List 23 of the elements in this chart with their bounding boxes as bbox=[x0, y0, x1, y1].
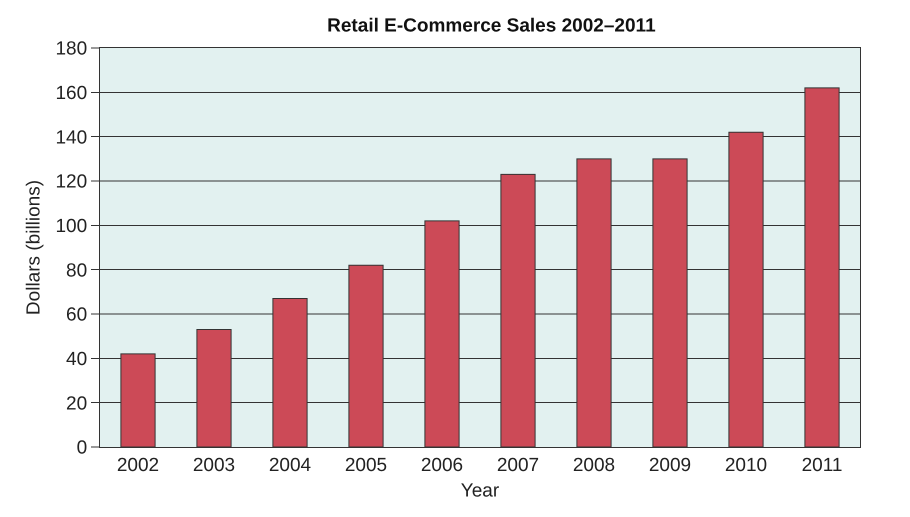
y-tick-label: 100 bbox=[55, 216, 88, 237]
x-tick-label: 2011 bbox=[802, 454, 842, 476]
y-axis-title: Dollars (billions) bbox=[23, 180, 44, 316]
y-tick-label: 80 bbox=[66, 260, 88, 282]
x-tick-label: 2005 bbox=[344, 454, 388, 476]
y-tick-label: 40 bbox=[66, 348, 88, 370]
y-tick-label: 180 bbox=[55, 38, 88, 60]
x-tick-label: 2002 bbox=[116, 454, 160, 476]
y-tick-label: 0 bbox=[76, 438, 88, 459]
x-tick-label: 2003 bbox=[192, 454, 236, 476]
y-tick-label: 60 bbox=[66, 304, 88, 326]
y-tick-label: 160 bbox=[55, 82, 88, 104]
y-tick-label: 120 bbox=[55, 172, 88, 193]
x-axis-title: Year bbox=[460, 480, 500, 502]
x-tick-label: 2004 bbox=[268, 454, 312, 476]
x-tick-label: 2007 bbox=[496, 454, 540, 476]
y-tick-label: 140 bbox=[55, 127, 88, 148]
x-tick-label: 2010 bbox=[724, 454, 768, 476]
x-tick-label: 2008 bbox=[572, 454, 616, 476]
x-tick-label: 2009 bbox=[648, 454, 692, 476]
chart-title: Retail E-Commerce Sales 2002–2011 bbox=[327, 15, 656, 36]
y-tick-label: 20 bbox=[66, 393, 88, 414]
x-tick-label: 2006 bbox=[420, 454, 464, 476]
